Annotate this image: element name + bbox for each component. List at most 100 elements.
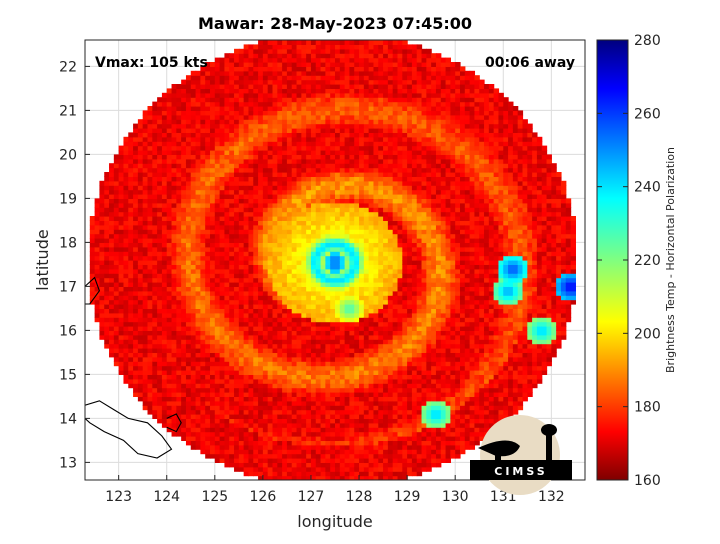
- heatmap-cell: [181, 308, 186, 313]
- heatmap-cell: [210, 370, 215, 375]
- heatmap-cell: [133, 220, 138, 225]
- heatmap-cell: [301, 216, 306, 221]
- heatmap-cell: [369, 308, 374, 313]
- heatmap-cell: [273, 313, 278, 318]
- heatmap-cell: [172, 256, 177, 261]
- heatmap-cell: [138, 357, 143, 362]
- heatmap-cell: [301, 326, 306, 331]
- heatmap-cell: [253, 418, 258, 423]
- heatmap-cell: [167, 110, 172, 115]
- heatmap-cell: [186, 220, 191, 225]
- heatmap-cell: [292, 247, 297, 252]
- heatmap-cell: [349, 388, 354, 393]
- heatmap-cell: [196, 93, 201, 98]
- heatmap-cell: [349, 247, 354, 252]
- heatmap-cell: [282, 106, 287, 111]
- heatmap-cell: [359, 335, 364, 340]
- heatmap-cell: [316, 185, 321, 190]
- heatmap-cell: [239, 242, 244, 247]
- heatmap-cell: [369, 212, 374, 217]
- heatmap-cell: [133, 229, 138, 234]
- heatmap-cell: [123, 154, 128, 159]
- heatmap-cell: [162, 93, 167, 98]
- heatmap-cell: [321, 238, 326, 243]
- heatmap-cell: [263, 423, 268, 428]
- heatmap-cell: [181, 357, 186, 362]
- heatmap-cell: [273, 88, 278, 93]
- heatmap-cell: [335, 225, 340, 230]
- heatmap-cell: [321, 300, 326, 305]
- heatmap-cell: [287, 313, 292, 318]
- heatmap-cell: [335, 216, 340, 221]
- heatmap-cell: [369, 97, 374, 102]
- heatmap-cell: [258, 458, 263, 463]
- heatmap-cell: [282, 304, 287, 309]
- heatmap-cell: [345, 194, 350, 199]
- heatmap-cell: [335, 190, 340, 195]
- heatmap-cell: [244, 330, 249, 335]
- heatmap-cell: [268, 198, 273, 203]
- heatmap-cell: [210, 348, 215, 353]
- heatmap-cell: [364, 229, 369, 234]
- heatmap-cell: [224, 326, 229, 331]
- heatmap-cell: [186, 172, 191, 177]
- heatmap-cell: [234, 203, 239, 208]
- heatmap-cell: [215, 93, 220, 98]
- heatmap-cell: [311, 225, 316, 230]
- heatmap-cell: [119, 150, 124, 155]
- heatmap-cell: [287, 273, 292, 278]
- heatmap-cell: [152, 278, 157, 283]
- heatmap-cell: [287, 137, 292, 142]
- heatmap-cell: [330, 445, 335, 450]
- heatmap-cell: [340, 454, 345, 459]
- heatmap-cell: [321, 150, 326, 155]
- heatmap-cell: [287, 467, 292, 472]
- heatmap-cell: [234, 238, 239, 243]
- heatmap-cell: [268, 295, 273, 300]
- heatmap-cell: [176, 225, 181, 230]
- heatmap-cell: [119, 163, 124, 168]
- heatmap-cell: [99, 330, 104, 335]
- heatmap-cell: [143, 146, 148, 151]
- heatmap-cell: [349, 339, 354, 344]
- heatmap-cell: [301, 190, 306, 195]
- heatmap-cell: [354, 410, 359, 415]
- heatmap-cell: [316, 106, 321, 111]
- heatmap-cell: [244, 247, 249, 252]
- heatmap-cell: [123, 330, 128, 335]
- heatmap-cell: [229, 225, 234, 230]
- heatmap-cell: [301, 449, 306, 454]
- heatmap-cell: [359, 44, 364, 49]
- heatmap-cell: [268, 388, 273, 393]
- heatmap-cell: [330, 53, 335, 58]
- heatmap-cell: [123, 282, 128, 287]
- heatmap-cell: [191, 445, 196, 450]
- heatmap-cell: [176, 185, 181, 190]
- heatmap-cell: [364, 75, 369, 80]
- heatmap-cell: [287, 229, 292, 234]
- heatmap-cell: [128, 313, 133, 318]
- heatmap-cell: [138, 388, 143, 393]
- heatmap-cell: [176, 392, 181, 397]
- heatmap-cell: [340, 440, 345, 445]
- heatmap-cell: [248, 308, 253, 313]
- heatmap-cell: [364, 102, 369, 107]
- heatmap-cell: [119, 295, 124, 300]
- heatmap-cell: [335, 357, 340, 362]
- heatmap-cell: [321, 322, 326, 327]
- heatmap-cell: [335, 361, 340, 366]
- heatmap-cell: [99, 190, 104, 195]
- heatmap-cell: [325, 418, 330, 423]
- heatmap-cell: [248, 370, 253, 375]
- heatmap-cell: [123, 308, 128, 313]
- heatmap-cell: [220, 185, 225, 190]
- heatmap-cell: [311, 344, 316, 349]
- heatmap-cell: [248, 366, 253, 371]
- heatmap-cell: [292, 317, 297, 322]
- heatmap-cell: [200, 220, 205, 225]
- heatmap-cell: [354, 449, 359, 454]
- heatmap-cell: [128, 370, 133, 375]
- heatmap-cell: [205, 115, 210, 120]
- heatmap-cell: [359, 115, 364, 120]
- heatmap-cell: [176, 322, 181, 327]
